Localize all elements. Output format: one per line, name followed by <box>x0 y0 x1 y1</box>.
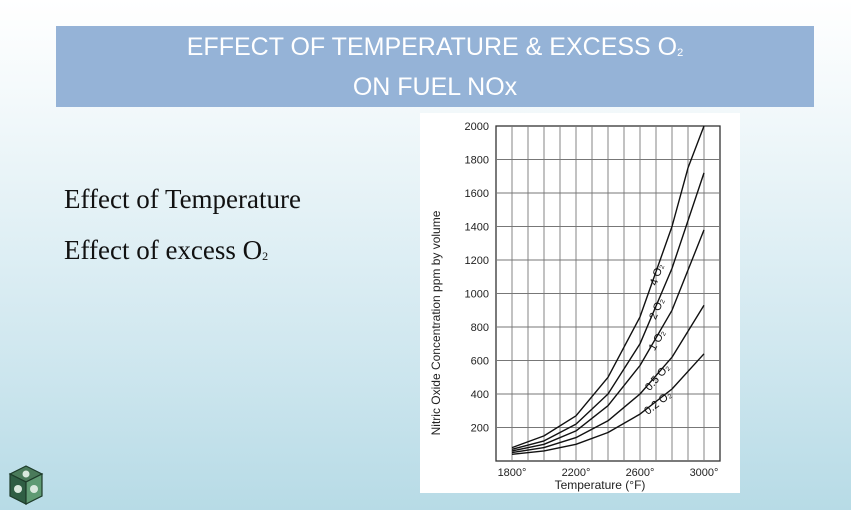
chart-grid <box>495 125 721 462</box>
title-line-2: ON FUEL NOx <box>352 73 518 101</box>
y-tick-label: 600 <box>471 356 489 368</box>
y-tick-label: 200 <box>471 423 489 435</box>
y-tick-label: 400 <box>471 389 489 401</box>
x-tick-label: 3000° <box>690 467 719 479</box>
bullet-subscript: 2 <box>262 249 269 263</box>
bullet-text: Effect of Temperature <box>64 184 301 214</box>
x-axis-label: Temperature (°F) <box>555 478 646 492</box>
y-tick-label: 1000 <box>465 289 489 301</box>
series-line <box>511 229 705 452</box>
title-subscript: 2 <box>677 47 684 59</box>
y-axis-label: Nitric Oxide Concentration ppm by volume <box>429 210 443 435</box>
y-tick-label: 800 <box>471 322 489 334</box>
x-tick-label: 1800° <box>498 467 527 479</box>
series-label: 2 O₂ <box>647 296 667 321</box>
y-tick-label: 1600 <box>465 188 489 200</box>
y-tick-label: 1800 <box>465 155 489 167</box>
y-tick-label: 2000 <box>465 121 489 133</box>
series-line <box>511 353 705 455</box>
series-line <box>511 304 705 454</box>
series-line <box>511 125 705 449</box>
chart-svg: 4 O₂ 2 O₂ 1 O₂ 0.5 O₂0.2 O₂ 200 400 600 800 100… <box>429 121 721 492</box>
series-label: 1 O₂ <box>647 328 668 353</box>
x-tick-label: 2600° <box>626 467 655 479</box>
title-line-1: EFFECT OF TEMPERATURE & EXCESS O2 <box>56 30 814 70</box>
series-label: 4 O₂ <box>648 262 667 287</box>
bullet-item: Effect of excess O2 <box>64 227 301 278</box>
x-tick-label: 2200° <box>562 467 591 479</box>
chart-ticks: 200 400 600 800 1000 1200 1400 1600 1800 2000 1800… <box>465 121 719 479</box>
nox-chart: 4 O₂ 2 O₂ 1 O₂ 0.5 O₂ 0.2 O₂ 200 400 600 800 100… <box>420 113 740 493</box>
series-line <box>511 172 705 450</box>
series-label: 0.5 O₂ <box>643 362 673 393</box>
y-tick-label: 1400 <box>465 222 489 234</box>
bullet-text: Effect of excess O <box>64 235 263 265</box>
logo-icon <box>8 465 44 505</box>
title-line-1-text: EFFECT OF TEMPERATURE & EXCESS O <box>186 33 678 61</box>
bullet-list: Effect of Temperature Effect of excess O… <box>64 176 301 278</box>
bullet-item: Effect of Temperature <box>64 176 301 227</box>
slide-title: EFFECT OF TEMPERATURE & EXCESS O2 ON FUE… <box>56 26 814 107</box>
series-label: 0.2 O₂ <box>642 389 674 418</box>
y-tick-label: 1200 <box>465 255 489 267</box>
